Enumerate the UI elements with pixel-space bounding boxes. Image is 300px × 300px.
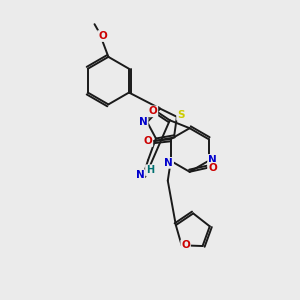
Text: O: O: [208, 163, 217, 173]
Text: N: N: [164, 158, 173, 168]
Text: H: H: [146, 165, 154, 175]
Text: N: N: [139, 117, 148, 127]
Text: O: O: [144, 136, 152, 146]
Text: O: O: [148, 106, 157, 116]
Text: S: S: [177, 110, 184, 120]
Text: O: O: [181, 240, 190, 250]
Text: O: O: [98, 31, 107, 41]
Text: N: N: [136, 170, 145, 180]
Text: N: N: [208, 155, 217, 165]
